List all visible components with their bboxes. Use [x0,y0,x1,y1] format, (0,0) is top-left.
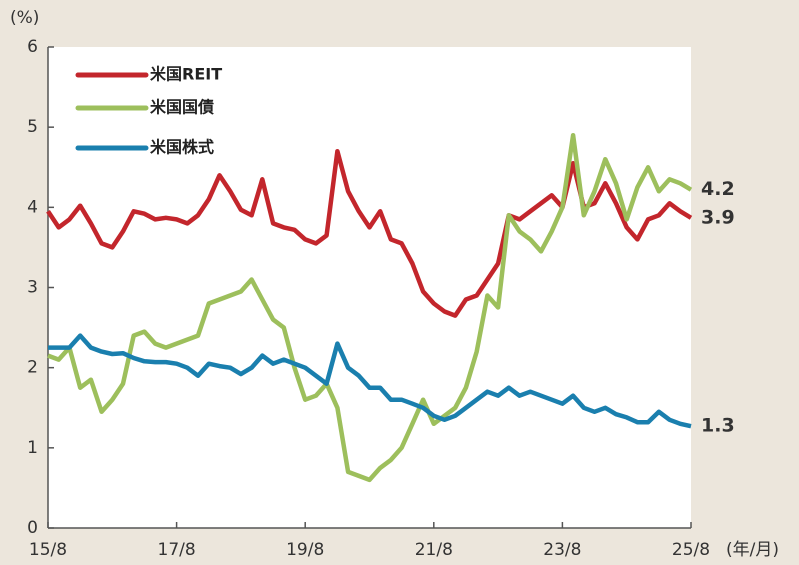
series-line [48,333,692,429]
legend-label: 米国株式 [150,138,214,157]
legend-label: 米国REIT [150,65,222,84]
y-tick-label: 0 [27,518,38,538]
x-unit-label: (年/月) [726,540,779,560]
y-tick-label: 4 [27,197,38,217]
y-tick-label: 1 [27,438,38,458]
x-tick-label: 23/8 [543,540,581,560]
x-tick-label: 19/8 [286,540,324,560]
x-tick-label: 17/8 [158,540,196,560]
end-label: 3.9 [701,206,735,228]
y-tick-label: 3 [27,278,38,298]
x-tick-label: 21/8 [415,540,453,560]
y-tick-label: 6 [27,37,38,57]
y-unit-label: (%) [10,8,39,28]
end-label: 1.3 [701,415,735,437]
y-tick-label: 2 [27,358,38,378]
legend-label: 米国国債 [150,98,214,117]
end-label: 4.2 [701,178,735,200]
x-tick-label: 25/8 [672,540,710,560]
plot-area [48,47,691,528]
x-tick-label: 15/8 [29,540,67,560]
series-line [47,132,693,483]
y-tick-label: 5 [27,117,38,137]
